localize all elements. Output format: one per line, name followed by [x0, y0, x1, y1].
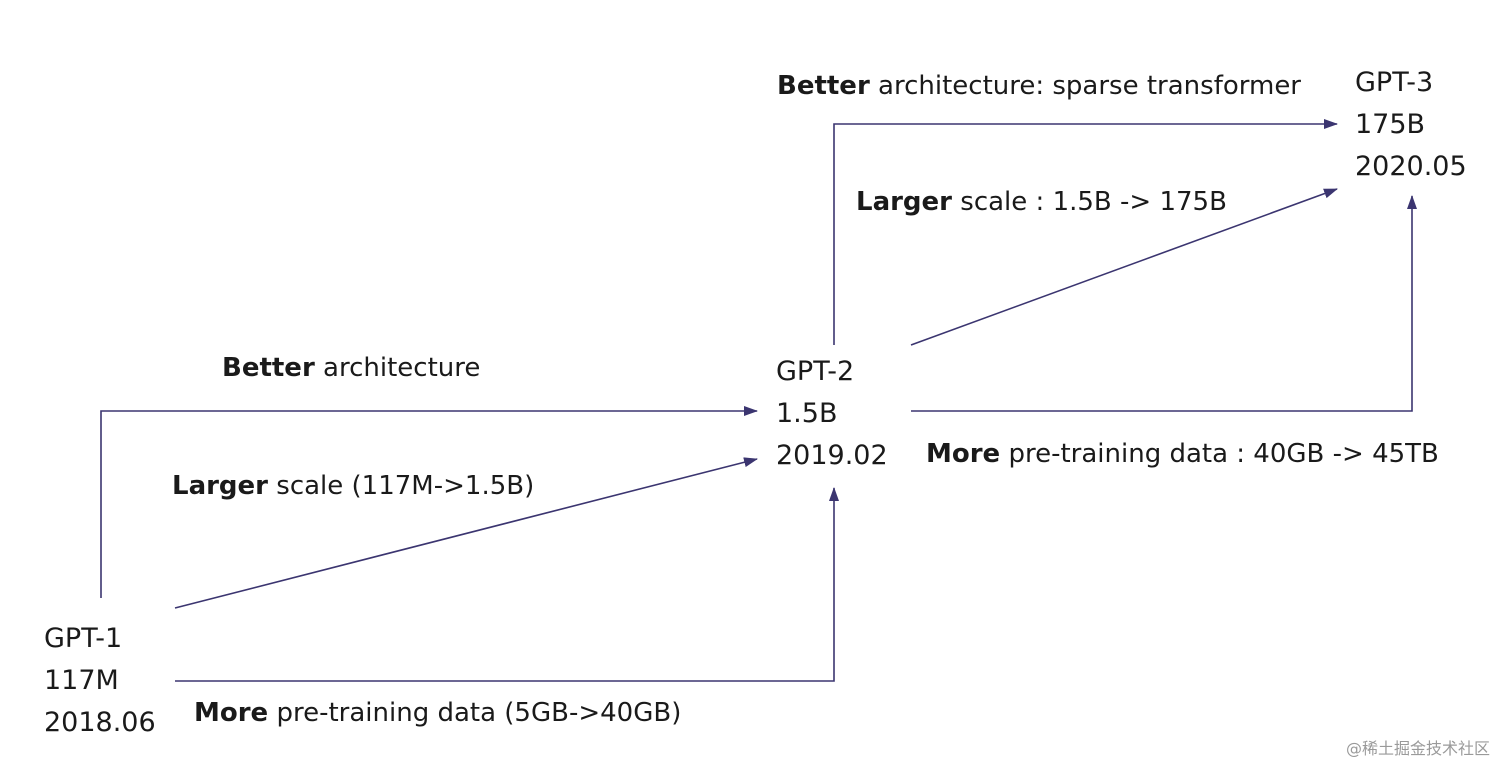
label-gpt2-gpt3-architecture: Better architecture: sparse transformer [777, 70, 1301, 102]
node-gpt1-name: GPT-1 [44, 623, 123, 654]
watermark: @稀土掘金技术社区 [1345, 739, 1490, 758]
label-gpt2-gpt3-architecture-text: architecture: sparse transformer [869, 71, 1301, 101]
arrow-gpt1-gpt2-data [175, 487, 839, 682]
node-gpt1: GPT-1 117M 2018.06 [44, 618, 156, 744]
label-gpt1-gpt2-architecture: Better architecture [222, 352, 480, 384]
label-gpt1-gpt2-data-bold: More [194, 698, 269, 728]
arrow-gpt2-gpt3-data [911, 195, 1417, 412]
label-gpt1-gpt2-data-text: pre-training data (5GB->40GB) [268, 698, 682, 728]
label-gpt2-gpt3-architecture-bold: Better [777, 71, 870, 101]
node-gpt3-params: 175B [1355, 109, 1426, 140]
label-gpt2-gpt3-data: More pre-training data : 40GB -> 45TB [926, 438, 1439, 470]
label-gpt2-gpt3-scale: Larger scale : 1.5B -> 175B [856, 186, 1227, 218]
label-gpt1-gpt2-scale-text: scale (117M->1.5B) [268, 471, 535, 501]
label-gpt2-gpt3-data-text: pre-training data : 40GB -> 45TB [1000, 439, 1439, 469]
arrow-gpt1-gpt2-scale [174, 457, 758, 609]
label-gpt1-gpt2-data: More pre-training data (5GB->40GB) [194, 697, 681, 729]
arrow-gpt2-gpt3-scale [910, 188, 1338, 346]
label-gpt1-gpt2-scale-bold: Larger [172, 471, 269, 501]
node-gpt1-params: 117M [44, 665, 119, 696]
label-gpt2-gpt3-scale-bold: Larger [856, 187, 953, 217]
node-gpt2-date: 2019.02 [776, 440, 888, 471]
node-gpt2-name: GPT-2 [776, 356, 855, 387]
label-gpt1-gpt2-scale: Larger scale (117M->1.5B) [172, 470, 534, 502]
node-gpt2: GPT-2 1.5B 2019.02 [776, 351, 888, 477]
arrow-gpt1-gpt2-architecture [100, 406, 758, 598]
node-gpt3: GPT-3 175B 2020.05 [1355, 62, 1467, 188]
label-gpt2-gpt3-data-bold: More [926, 439, 1001, 469]
node-gpt2-params: 1.5B [776, 398, 838, 429]
label-gpt2-gpt3-scale-text: scale : 1.5B -> 175B [952, 187, 1227, 217]
node-gpt1-date: 2018.06 [44, 707, 156, 738]
node-gpt3-date: 2020.05 [1355, 151, 1467, 182]
label-gpt1-gpt2-architecture-bold: Better [222, 353, 315, 383]
arrow-gpt2-gpt3-architecture [833, 119, 1338, 345]
label-gpt1-gpt2-architecture-text: architecture [314, 353, 481, 383]
node-gpt3-name: GPT-3 [1355, 67, 1434, 98]
